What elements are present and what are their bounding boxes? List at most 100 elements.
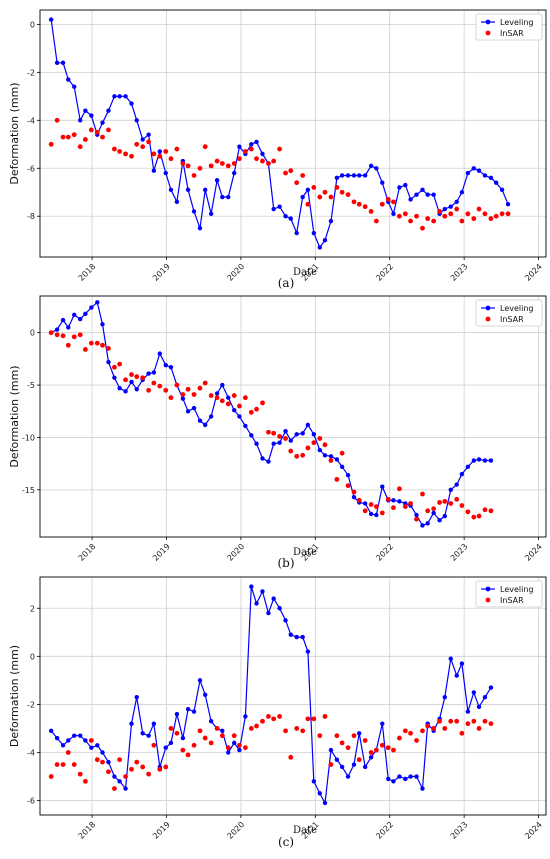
point-insar — [77, 332, 83, 338]
point-leveling — [334, 757, 340, 762]
point-insar — [442, 726, 448, 731]
point-insar — [311, 716, 317, 722]
point-leveling — [311, 230, 317, 236]
point-insar — [420, 225, 425, 231]
point-leveling — [448, 204, 453, 209]
point-insar — [465, 509, 471, 515]
point-insar — [248, 409, 254, 415]
point-leveling — [95, 743, 100, 748]
point-insar — [197, 165, 203, 171]
point-leveling — [220, 382, 225, 388]
point-insar — [471, 514, 477, 520]
point-insar — [379, 201, 385, 207]
point-leveling — [380, 721, 385, 726]
point-insar — [283, 728, 288, 734]
point-leveling — [197, 226, 203, 231]
legend-marker-insar — [485, 30, 491, 36]
point-leveling — [226, 194, 231, 200]
point-insar — [476, 206, 482, 212]
point-leveling — [146, 371, 151, 376]
point-insar — [254, 156, 259, 162]
point-insar — [402, 504, 408, 510]
point-insar — [356, 757, 362, 763]
point-insar — [168, 156, 174, 162]
point-leveling — [300, 634, 305, 640]
legend-marker-insar — [485, 316, 491, 322]
point-leveling — [351, 173, 357, 178]
point-leveling — [277, 606, 282, 611]
point-insar — [425, 723, 431, 729]
point-leveling — [260, 151, 265, 157]
point-leveling — [277, 440, 282, 445]
y-tick-label: -8 — [27, 212, 35, 221]
point-insar — [60, 762, 66, 767]
plot-frame — [39, 295, 547, 538]
point-leveling — [54, 327, 60, 332]
point-insar — [505, 211, 511, 217]
point-insar — [431, 506, 437, 512]
point-insar — [414, 516, 419, 522]
point-insar — [65, 750, 71, 755]
point-insar — [123, 774, 128, 779]
point-insar — [448, 718, 454, 724]
point-leveling — [271, 441, 276, 446]
point-insar — [493, 213, 499, 219]
point-leveling — [380, 484, 385, 489]
x-tick-label: 2019 — [151, 542, 172, 563]
point-leveling — [168, 365, 174, 370]
point-insar — [471, 216, 477, 222]
point-insar — [77, 771, 83, 777]
point-insar — [322, 442, 328, 448]
point-insar — [134, 759, 140, 765]
point-leveling — [283, 428, 288, 434]
point-insar — [448, 501, 454, 506]
point-insar — [385, 197, 391, 202]
point-leveling — [431, 510, 436, 516]
point-leveling — [243, 714, 248, 719]
x-tick-label: 2018 — [77, 542, 98, 563]
point-insar — [219, 161, 225, 166]
point-insar — [294, 726, 300, 731]
point-insar — [420, 728, 425, 734]
x-tick-label: 2023 — [449, 262, 470, 283]
point-insar — [82, 347, 88, 352]
point-insar — [208, 740, 214, 746]
point-leveling — [134, 387, 139, 392]
x-tick-label: 2020 — [226, 542, 247, 563]
point-insar — [208, 163, 214, 169]
point-leveling — [106, 359, 111, 365]
point-leveling — [420, 786, 425, 791]
point-leveling — [140, 137, 145, 142]
point-leveling — [454, 673, 459, 678]
point-insar — [334, 733, 340, 739]
point-insar — [231, 393, 237, 398]
point-insar — [271, 716, 277, 722]
point-leveling — [129, 379, 134, 385]
point-leveling — [48, 17, 54, 22]
point-leveling — [397, 774, 402, 779]
point-leveling — [163, 362, 168, 368]
point-insar — [294, 453, 300, 459]
point-insar — [191, 173, 197, 178]
point-insar — [482, 507, 488, 513]
point-leveling — [493, 180, 499, 185]
point-leveling — [129, 101, 134, 106]
point-leveling — [185, 187, 191, 193]
point-leveling — [260, 589, 265, 594]
point-leveling — [100, 120, 105, 125]
point-leveling — [72, 84, 77, 89]
point-insar — [94, 340, 100, 346]
point-insar — [311, 185, 317, 190]
legend-label-insar: InSAR — [500, 596, 524, 605]
point-leveling — [442, 695, 447, 700]
point-insar — [237, 742, 242, 748]
point-leveling — [339, 764, 345, 770]
point-insar — [288, 754, 294, 760]
point-leveling — [249, 584, 254, 589]
point-leveling — [471, 458, 477, 463]
point-leveling — [368, 755, 374, 760]
point-leveling — [151, 370, 157, 375]
point-insar — [168, 726, 174, 731]
point-insar — [180, 161, 186, 166]
